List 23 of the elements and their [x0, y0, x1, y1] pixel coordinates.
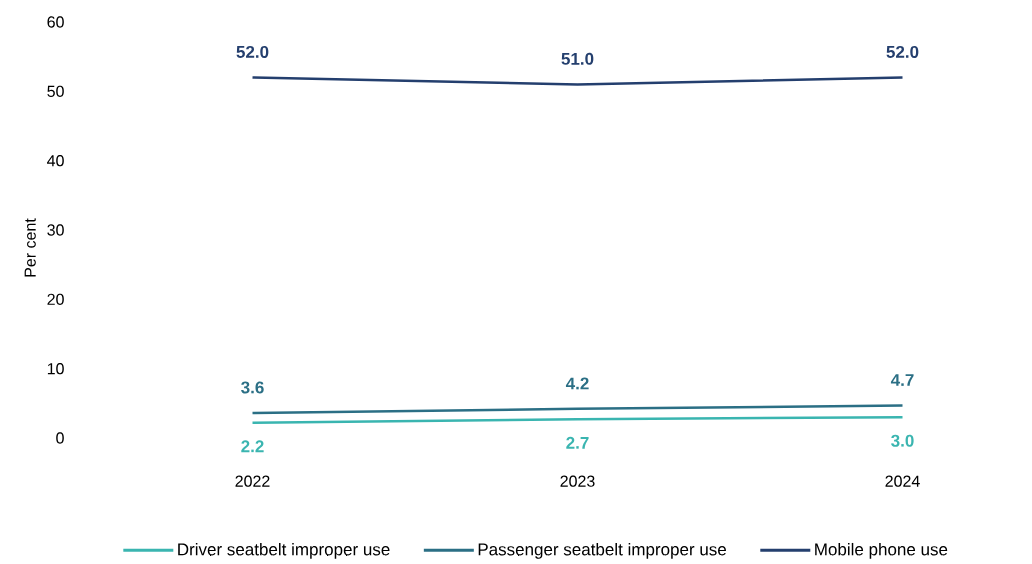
y-tick-label: 0 [56, 432, 64, 444]
data-label: 4.2 [565, 377, 589, 390]
y-tick-label: 50 [47, 85, 64, 97]
data-label: 3.0 [891, 434, 914, 447]
data-label: 4.7 [890, 374, 914, 386]
y-tick-label: 20 [47, 293, 64, 305]
legend-label: Passenger seatbelt improper use [478, 542, 726, 559]
y-axis-title: Per cent [24, 218, 36, 277]
x-tick-label: 2022 [235, 475, 270, 487]
x-tick-label: 2024 [885, 475, 920, 487]
data-label: 52.0 [236, 45, 269, 58]
legend-label: Mobile phone use [815, 542, 948, 559]
y-tick-label: 10 [47, 363, 64, 375]
y-tick-label: 60 [47, 16, 64, 28]
data-label: 2.2 [241, 440, 264, 453]
legend-label: Driver seatbelt improper use [178, 542, 390, 559]
data-label: 52.0 [886, 45, 919, 58]
x-tick-label: 2023 [560, 475, 595, 487]
y-tick-label: 30 [47, 224, 64, 236]
data-label: 3.6 [241, 381, 264, 394]
data-label: 2.7 [566, 436, 589, 449]
data-label: 51.0 [561, 52, 594, 65]
y-tick-label: 40 [47, 155, 64, 167]
